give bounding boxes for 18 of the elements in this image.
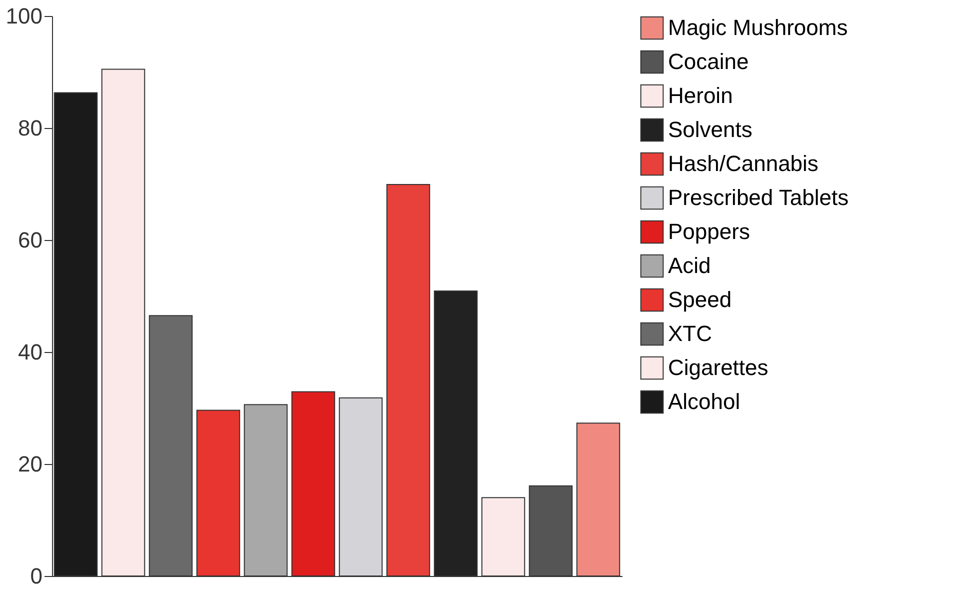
y-tick-label: 80 xyxy=(18,116,42,140)
y-tick-label: 20 xyxy=(18,452,42,476)
legend-label: Heroin xyxy=(668,83,733,108)
legend-label: Magic Mushrooms xyxy=(668,15,848,40)
legend-label: Poppers xyxy=(668,219,750,244)
y-tick-label: 0 xyxy=(30,564,42,588)
legend-label: Solvents xyxy=(668,117,752,142)
y-tick-label: 60 xyxy=(18,228,42,252)
legend-label: Cocaine xyxy=(668,49,749,74)
y-tick-label: 40 xyxy=(18,340,42,364)
legend-label: Prescribed Tablets xyxy=(668,185,849,210)
legend-label: Acid xyxy=(668,253,711,278)
legend-label: Speed xyxy=(668,287,732,312)
legend-label: Alcohol xyxy=(668,389,740,414)
y-tick-label: 100 xyxy=(6,4,42,28)
legend-label: Cigarettes xyxy=(668,355,768,380)
legend-label: XTC xyxy=(668,321,712,346)
legend-label: Hash/Cannabis xyxy=(668,151,818,176)
